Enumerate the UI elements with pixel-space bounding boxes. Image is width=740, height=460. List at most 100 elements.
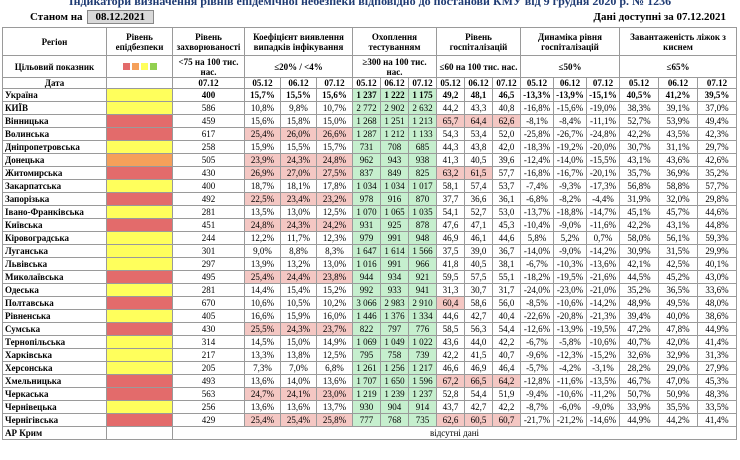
value-cell: 44,6 [436, 309, 465, 323]
value-cell: 38,1 [491, 257, 522, 271]
value-cell: 46,6 [436, 361, 465, 375]
value-cell: -15,1% [586, 88, 621, 102]
value-cell: 32,9% [658, 348, 699, 362]
value-cell: -4,4% [586, 192, 621, 206]
value-cell: 943 [380, 153, 409, 167]
value-cell: 47,2% [619, 322, 660, 336]
value-cell: -15,6% [553, 101, 588, 115]
level-cell [106, 361, 173, 375]
value-cell: 44,5% [619, 270, 660, 284]
value-cell: 40,5% [619, 88, 660, 102]
group-header: Коефіцієнт виявлення випадків інфікуванн… [244, 27, 353, 56]
value-cell: 12,5% [316, 348, 353, 362]
level-cell [106, 231, 173, 245]
value-cell: 24,4% [280, 270, 317, 284]
value-cell: 1 446 [352, 309, 381, 323]
region-row: Івано-Франківська 281 13,5% 13,0% 12,5% 1 070… [2, 205, 738, 219]
value-cell: 64,4 [464, 114, 493, 128]
value-cell: -9,6% [520, 348, 555, 362]
value-cell: 61,5 [464, 166, 493, 180]
as-of-label: Станом на [30, 11, 83, 23]
value-cell: 15,6% [244, 114, 281, 128]
value-cell: 13,2% [280, 257, 317, 271]
value-cell: 56,8% [619, 179, 660, 193]
value-cell: 563 [172, 387, 245, 401]
value-cell: 45,3% [697, 374, 738, 388]
value-cell: 58,5 [436, 322, 465, 336]
value-cell: -18,3% [520, 140, 555, 154]
region-row: Одеська 281 14,4% 15,4% 15,2% 992 933 941 31,3 30… [2, 283, 738, 297]
value-cell: -16,8% [520, 101, 555, 115]
value-cell: 40,0% [658, 309, 699, 323]
level-icon [140, 62, 148, 70]
level-cell [106, 114, 173, 128]
value-cell: 44,3 [436, 140, 465, 154]
date: 06.12 [280, 77, 317, 89]
value-cell: 23,0% [316, 387, 353, 401]
region-row: Вінницька 459 15,6% 15,8% 15,0% 1 268 1 251 1 2… [2, 114, 738, 128]
value-cell: -13,3% [520, 88, 555, 102]
value-cell: 59,5 [436, 270, 465, 284]
target: ≤20% / <4% [244, 55, 353, 78]
value-cell: -8,7% [520, 400, 555, 414]
indicator-table: Регіон Рівень епідбезпеки Рівень захворюва… [2, 27, 738, 440]
region-name: Чернівецька [2, 400, 107, 414]
value-cell: 43,3 [464, 101, 493, 115]
value-cell: 1 261 [352, 361, 381, 375]
value-cell: 37,7 [436, 192, 465, 206]
target-label: Цільовий показник [2, 55, 107, 78]
value-cell: 1 650 [380, 374, 409, 388]
value-cell: -10,6% [553, 296, 588, 310]
target-row: Цільовий показник <75 на 100 тис. нас. ≤20… [2, 55, 738, 78]
value-cell: 13,8% [280, 348, 317, 362]
value-cell: 60,4 [436, 296, 465, 310]
value-cell: 25,8% [316, 413, 353, 427]
value-cell: 31,9% [619, 192, 660, 206]
region-name: Черкаська [2, 387, 107, 401]
value-cell: -6,0% [553, 400, 588, 414]
value-cell: 15,0% [316, 114, 353, 128]
value-cell: 38,3% [619, 101, 660, 115]
value-cell: 35,7% [619, 166, 660, 180]
value-cell: 1 070 [352, 205, 381, 219]
value-cell: 52,8 [436, 387, 465, 401]
value-cell: 25,5% [244, 322, 281, 336]
value-cell: 1 213 [408, 114, 437, 128]
header-row: Регіон Рівень епідбезпеки Рівень захворюва… [2, 27, 738, 56]
value-cell: 40,4 [491, 309, 522, 323]
level-cell [106, 374, 173, 388]
value-cell: 57,5 [464, 270, 493, 284]
value-cell: 41,3 [436, 153, 465, 167]
value-cell: 22,5% [244, 192, 281, 206]
value-cell: 1 212 [380, 127, 409, 141]
value-cell: -19,5% [586, 322, 621, 336]
region-name: Дніпропетровська [2, 140, 107, 154]
region-name: Одеська [2, 283, 107, 297]
value-cell: 13,6% [244, 400, 281, 414]
value-cell: 37,0% [697, 101, 738, 115]
value-cell: 30,9% [619, 244, 660, 258]
value-cell: -21,6% [586, 270, 621, 284]
value-cell: 27,5% [316, 166, 353, 180]
value-cell: 1 268 [352, 114, 381, 128]
value-cell: -6,8% [520, 192, 555, 206]
value-cell: 916 [380, 192, 409, 206]
value-cell: -6,7% [520, 335, 555, 349]
region-row: Чернігівська 429 25,4% 25,4% 25,8% 777 768 735 6… [2, 413, 738, 427]
value-cell: 42,2% [619, 127, 660, 141]
value-cell: -20,1% [586, 166, 621, 180]
region-row: Харківська 217 13,3% 13,8% 12,5% 795 758 739 42,… [2, 348, 738, 362]
value-cell: 36,9% [658, 166, 699, 180]
value-cell: 205 [172, 361, 245, 375]
region-name: АР Крим [2, 426, 107, 440]
value-cell: 40,5 [464, 257, 493, 271]
value-cell: -13,7% [520, 205, 555, 219]
level-cell [106, 335, 173, 349]
value-cell: -14,0% [553, 153, 588, 167]
value-cell: -13,6% [586, 257, 621, 271]
value-cell: 42,0% [658, 335, 699, 349]
target: ≤60 на 100 тис. нас. [435, 55, 522, 78]
available-date: 07.12.2021 [676, 11, 727, 23]
value-cell: -14,7% [586, 205, 621, 219]
value-cell: 10,2% [316, 296, 353, 310]
